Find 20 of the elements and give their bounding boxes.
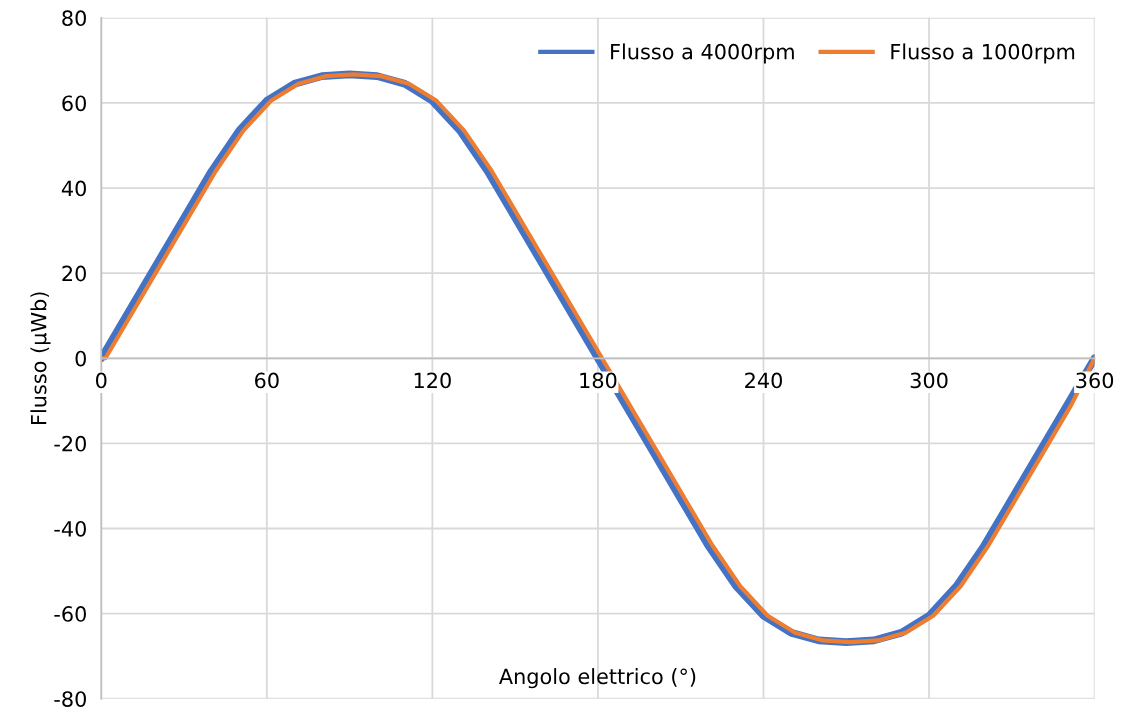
y-axis-title: Flusso (µWb) [30,292,51,424]
y-tick-label: -40 [54,520,86,537]
y-tick-label: -20 [54,435,86,452]
y-tick-label: 20 [62,265,86,282]
x-tick-label: 0 [96,372,107,389]
y-tick-label: -80 [54,691,86,707]
x-axis-title: Angolo elettrico (°) [499,668,696,689]
legend-label: Flusso a 4000rpm [611,43,794,64]
y-tick-label: 0 [75,350,86,367]
y-tick-label: 40 [61,180,86,197]
y-tick-label: 80 [62,10,86,27]
y-tick-label: -60 [54,606,86,622]
x-tick-label: 180 [580,372,617,389]
legend-label: Flusso a 1000rpm [891,43,1075,64]
y-tick-label: 60 [62,95,86,112]
x-tick-label: 240 [745,372,782,389]
x-tick-label: 360 [1076,372,1114,389]
x-tick-label: 300 [910,372,948,389]
x-tick-label: 120 [414,372,451,389]
x-tick-label: 60 [255,372,279,389]
